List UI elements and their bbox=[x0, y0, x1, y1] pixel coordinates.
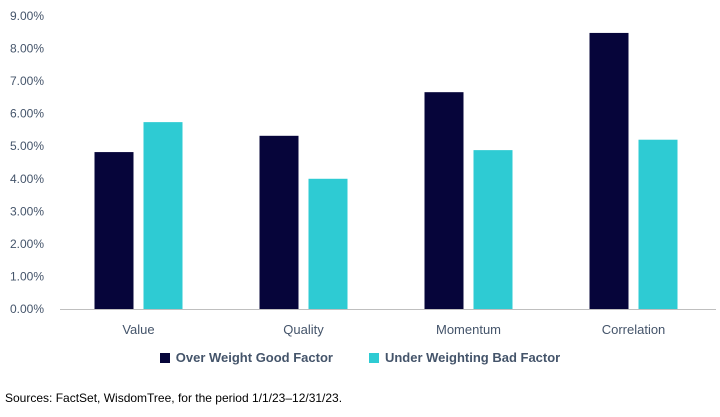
y-tick-label: 7.00% bbox=[10, 74, 44, 88]
y-tick-label: 9.00% bbox=[10, 9, 44, 23]
x-category-label: Momentum bbox=[436, 322, 501, 337]
bar-momentum-under-weighting bbox=[473, 150, 513, 309]
y-axis-ticks: 0.00% 1.00% 2.00% 3.00% 4.00% 5.00% 6.00% 7.00%… bbox=[10, 9, 44, 316]
y-tick-label: 0.00% bbox=[10, 302, 44, 316]
bar-correlation-over-weight bbox=[589, 32, 629, 309]
x-category-label: Value bbox=[122, 322, 154, 337]
y-tick-label: 5.00% bbox=[10, 139, 44, 153]
x-axis-categories: Value Quality Momentum Correlation bbox=[122, 322, 665, 337]
y-tick-label: 3.00% bbox=[10, 204, 44, 218]
legend-swatch-over-weight bbox=[159, 352, 170, 363]
x-category-label: Correlation bbox=[602, 322, 666, 337]
y-tick-label: 6.00% bbox=[10, 107, 44, 121]
bar-value-under-weighting bbox=[143, 122, 183, 310]
bar-quality-under-weighting bbox=[308, 178, 348, 309]
x-category-label: Quality bbox=[283, 322, 324, 337]
bars bbox=[94, 32, 678, 310]
bar-quality-over-weight bbox=[259, 135, 299, 309]
legend-item-under-weighting: Under Weighting Bad Factor bbox=[368, 350, 561, 365]
bar-chart: 0.00% 1.00% 2.00% 3.00% 4.00% 5.00% 6.00% 7.00%… bbox=[10, 9, 716, 337]
source-note: Sources: FactSet, WisdomTree, for the pe… bbox=[5, 391, 343, 405]
bar-value-over-weight bbox=[94, 152, 134, 309]
legend-label-under-weighting: Under Weighting Bad Factor bbox=[384, 350, 561, 365]
legend: Over Weight Good Factor Under Weighting … bbox=[0, 350, 720, 365]
y-tick-label: 8.00% bbox=[10, 42, 44, 56]
legend-item-over-weight: Over Weight Good Factor bbox=[159, 350, 333, 365]
legend-label-over-weight: Over Weight Good Factor bbox=[175, 350, 333, 365]
y-tick-label: 1.00% bbox=[10, 269, 44, 283]
bar-momentum-over-weight bbox=[424, 92, 464, 310]
legend-swatch-under-weighting bbox=[368, 352, 379, 363]
bar-correlation-under-weighting bbox=[638, 139, 678, 309]
y-tick-label: 2.00% bbox=[10, 237, 44, 251]
y-tick-label: 4.00% bbox=[10, 172, 44, 186]
